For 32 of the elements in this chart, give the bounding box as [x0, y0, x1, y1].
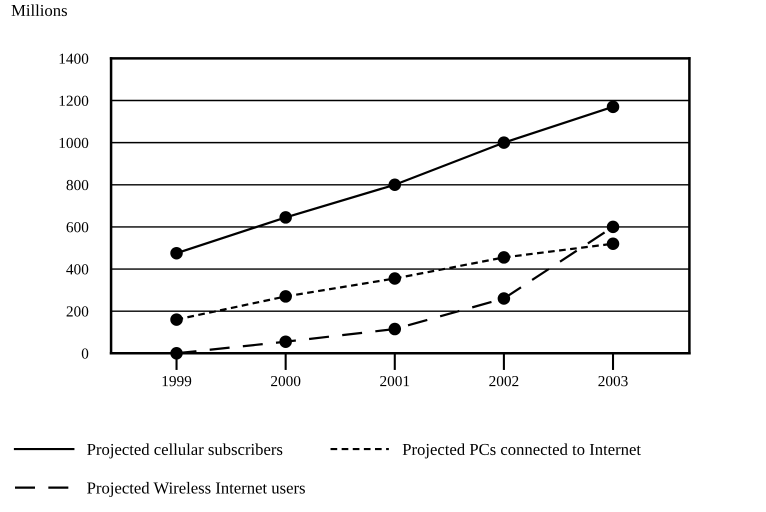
x-tick-label: 2003	[598, 376, 628, 386]
legend-label: Projected Wireless Internet users	[87, 482, 305, 497]
point	[279, 290, 292, 303]
point	[606, 220, 620, 234]
point	[606, 100, 620, 114]
point	[279, 211, 292, 224]
y-tick-label: 800	[66, 180, 88, 190]
y-tick-label: 1000	[60, 138, 88, 148]
point	[498, 251, 510, 264]
point	[388, 322, 402, 336]
point	[170, 313, 183, 326]
x-tick-label: 1999	[162, 376, 192, 386]
y-tick-label: 600	[66, 222, 88, 232]
y-tick-label: 0	[82, 348, 88, 359]
point	[170, 347, 183, 360]
x-tick-label: 2001	[380, 376, 410, 386]
y-axis-title: Millions	[12, 4, 67, 16]
x-tick-label: 2000	[271, 376, 300, 386]
point	[279, 335, 292, 348]
point	[388, 272, 402, 285]
x-tick-label: 2002	[489, 376, 518, 386]
point	[388, 178, 402, 192]
y-tick-label: 1400	[60, 54, 88, 64]
point	[170, 246, 183, 260]
point	[606, 237, 620, 250]
point	[498, 136, 510, 149]
y-tick-label: 200	[66, 306, 88, 317]
point	[498, 292, 510, 305]
y-tick-label: 400	[66, 264, 88, 274]
y-tick-label: 1200	[60, 96, 88, 106]
legend-label: Projected PCs connected to Internet	[402, 443, 641, 458]
legend-label: Projected cellular subscribers	[87, 443, 282, 458]
